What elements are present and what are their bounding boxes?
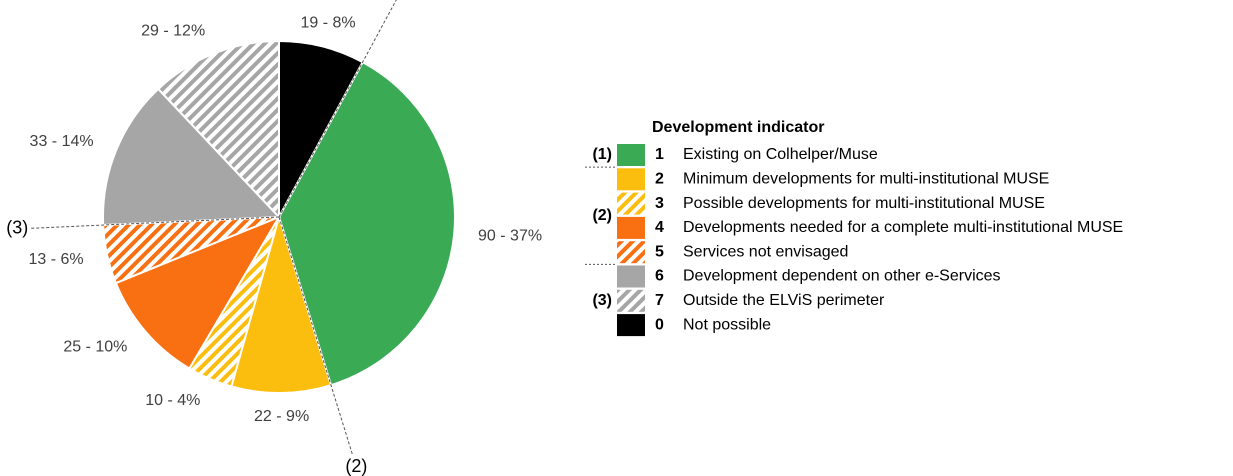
legend-label: Developments needed for a complete multi… [683, 219, 1123, 236]
pie-slice [114, 214, 282, 370]
data-label: 13 - 6% [28, 251, 83, 268]
legend-code: 2 [655, 171, 664, 188]
legend-swatch [617, 241, 645, 264]
pie-slice [156, 39, 280, 220]
annotation: (2) [345, 456, 367, 476]
legend-label: Not possible [683, 316, 771, 333]
divider [278, 216, 354, 456]
legend-title: Development indicator [652, 119, 824, 136]
legend-label: Services not envisaged [683, 243, 848, 260]
legend-label: Outside the ELViS perimeter [683, 292, 885, 309]
legend-group: (1) [592, 146, 612, 163]
data-label: 90 - 37% [478, 228, 542, 245]
legend-swatch [617, 192, 645, 215]
legend-swatch [617, 314, 645, 337]
legend-group: (2) [592, 207, 612, 224]
pie-slice [230, 213, 333, 394]
legend-group: (3) [592, 292, 612, 309]
legend-code: 0 [655, 316, 664, 333]
data-label: 10 - 4% [145, 392, 200, 409]
legend-swatch [617, 144, 645, 166]
data-label: 19 - 8% [300, 14, 355, 31]
legend-code: 4 [655, 219, 664, 236]
data-label: 33 - 14% [30, 133, 94, 150]
data-label: 25 - 10% [63, 339, 127, 356]
data-label: 29 - 12% [141, 22, 205, 39]
divider [29, 216, 280, 229]
legend-swatch [617, 289, 645, 312]
legend-code: 5 [655, 243, 664, 260]
legend-swatch [617, 265, 645, 288]
legend-code: 6 [655, 268, 664, 285]
divider [278, 0, 397, 218]
legend-swatch [617, 216, 645, 239]
legend-label: Existing on Colhelper/Muse [683, 146, 878, 163]
annotation: (3) [6, 218, 28, 238]
pie-slice [277, 60, 456, 387]
legend-label: Possible developments for multi-institut… [683, 195, 1045, 212]
legend-code: 7 [655, 292, 664, 309]
legend-label: Minimum developments for multi-instituti… [683, 171, 1049, 188]
legend-swatch [617, 168, 645, 191]
legend-code: 3 [655, 195, 664, 212]
legend-label: Development dependent on other e-Service… [683, 268, 1001, 285]
legend-code: 1 [655, 146, 664, 163]
pie-slice [102, 87, 282, 227]
data-label: 22 - 9% [254, 408, 309, 425]
